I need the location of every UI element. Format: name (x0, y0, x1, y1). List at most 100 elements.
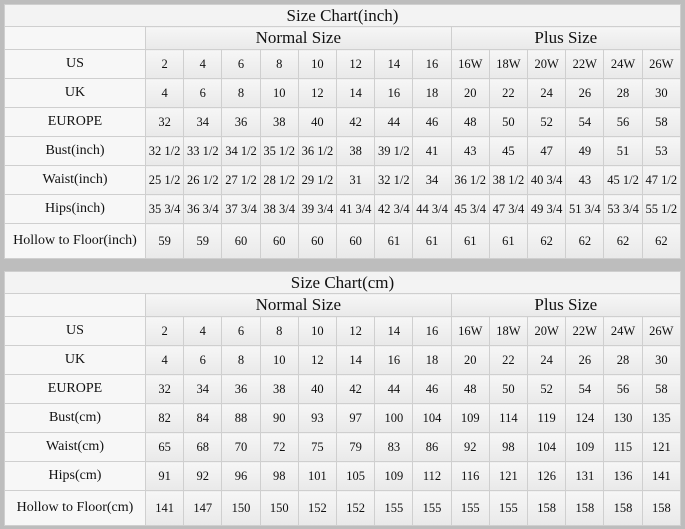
size-cell: 52 (527, 374, 567, 404)
size-cell: 92 (450, 432, 490, 462)
size-cell: 60 (336, 223, 376, 259)
size-cell: 136 (603, 461, 643, 491)
size-cell: 26 1/2 (183, 165, 223, 195)
size-cell: 121 (488, 461, 529, 491)
table-row: US 2 4 6 8 10 12 14 16 16W 18W 20W 22W 24W 26W (4, 49, 682, 79)
size-cell: 158 (641, 490, 682, 526)
size-cell: 38 (336, 136, 376, 166)
size-cell: 86 (412, 432, 452, 462)
size-cell: 155 (488, 490, 529, 526)
size-cell: 26W (641, 316, 682, 346)
size-cell: 46 (412, 107, 452, 137)
row-label: Hips(inch) (4, 194, 146, 224)
size-cell: 28 (603, 345, 643, 375)
size-cell: 8 (259, 49, 299, 79)
size-cell: 40 (297, 107, 338, 137)
size-cell: 37 3/4 (221, 194, 261, 224)
size-cell: 60 (259, 223, 299, 259)
size-cell: 60 (221, 223, 261, 259)
size-cell: 41 3/4 (336, 194, 376, 224)
size-cell: 34 (183, 374, 223, 404)
size-cell: 8 (259, 316, 299, 346)
size-cell: 6 (221, 49, 261, 79)
size-cell: 4 (183, 49, 223, 79)
size-cell: 18 (412, 345, 452, 375)
size-cell: 6 (183, 345, 223, 375)
size-cell: 50 (488, 107, 529, 137)
size-cell: 98 (488, 432, 529, 462)
size-cell: 8 (221, 78, 261, 108)
table-row: Bust(cm) 82 84 88 90 93 97 100 104 109 114 119 124 13… (4, 403, 682, 433)
size-cell: 126 (527, 461, 567, 491)
size-cell: 104 (527, 432, 567, 462)
size-cell: 10 (297, 316, 338, 346)
size-cell: 97 (336, 403, 376, 433)
size-cell: 39 1/2 (374, 136, 414, 166)
size-cell: 93 (297, 403, 338, 433)
group-normal-size: Normal Size (145, 293, 452, 317)
table-row: Hollow to Floor(inch) 59 59 60 60 60 60 61 61 61 6… (4, 223, 682, 259)
size-cell: 49 (565, 136, 605, 166)
size-cell: 40 3/4 (527, 165, 567, 195)
size-cell: 22 (488, 78, 529, 108)
size-cell: 52 (527, 107, 567, 137)
size-cell: 38 (259, 107, 299, 137)
size-cell: 44 3/4 (412, 194, 452, 224)
table-row: Waist(cm) 65 68 70 72 75 79 83 86 92 98 104 109 115 12… (4, 432, 682, 462)
size-cell: 6 (183, 78, 223, 108)
size-cell: 44 (374, 107, 414, 137)
size-cell: 4 (144, 345, 185, 375)
chart-title: Size Chart(cm) (4, 271, 681, 294)
size-cell: 158 (603, 490, 643, 526)
size-cell: 42 (336, 107, 376, 137)
size-cell: 29 1/2 (297, 165, 338, 195)
size-cell: 158 (527, 490, 567, 526)
size-cell: 50 (488, 374, 529, 404)
row-label: Waist(inch) (4, 165, 146, 195)
table-row: Hips(inch) 35 3/4 36 3/4 37 3/4 38 3/4 39 3/4… (4, 194, 682, 224)
size-cell: 48 (450, 374, 490, 404)
size-cell: 109 (450, 403, 490, 433)
size-cell: 59 (183, 223, 223, 259)
size-cell: 32 (144, 107, 185, 137)
size-cell: 46 (412, 374, 452, 404)
size-cell: 68 (183, 432, 223, 462)
size-cell: 18 (412, 78, 452, 108)
size-cell: 14 (336, 78, 376, 108)
size-cell: 45 (488, 136, 529, 166)
table-row: US 2 4 6 8 10 12 14 16 16W 18W 20W 22W 24W 26W (4, 316, 682, 346)
row-label: UK (4, 78, 146, 108)
size-cell: 36 1/2 (297, 136, 338, 166)
corner-cell (4, 293, 146, 317)
size-cell: 98 (259, 461, 299, 491)
size-cell: 41 (412, 136, 452, 166)
corner-cell (4, 26, 146, 50)
size-cell: 27 1/2 (221, 165, 261, 195)
size-cell: 47 1/2 (641, 165, 682, 195)
size-cell: 12 (297, 345, 338, 375)
size-cell: 48 (450, 107, 490, 137)
size-cell: 44 (374, 374, 414, 404)
table-row: EUROPE 32 34 36 38 40 42 44 46 48 50 52 54 56 58 (4, 107, 682, 137)
size-cell: 155 (412, 490, 452, 526)
size-cell: 8 (221, 345, 261, 375)
size-cell: 92 (183, 461, 223, 491)
table-row: Bust(inch) 32 1/2 33 1/2 34 1/2 35 1/2 36 1/2… (4, 136, 682, 166)
size-cell: 112 (412, 461, 452, 491)
size-cell: 56 (603, 107, 643, 137)
size-cell: 14 (336, 345, 376, 375)
size-chart-inch: Size Chart(inch) Normal Size Plus Size US 2 4… (4, 4, 682, 259)
size-cell: 114 (488, 403, 529, 433)
size-cell: 51 3/4 (565, 194, 605, 224)
size-cell: 83 (374, 432, 414, 462)
size-cell: 43 (565, 165, 605, 195)
size-cell: 22W (565, 49, 605, 79)
size-cell: 61 (412, 223, 452, 259)
size-cell: 150 (221, 490, 261, 526)
size-cell: 104 (412, 403, 452, 433)
size-cell: 14 (374, 316, 414, 346)
size-cell: 28 1/2 (259, 165, 299, 195)
size-cell: 28 (603, 78, 643, 108)
size-cell: 34 (412, 165, 452, 195)
size-cell: 45 1/2 (603, 165, 643, 195)
